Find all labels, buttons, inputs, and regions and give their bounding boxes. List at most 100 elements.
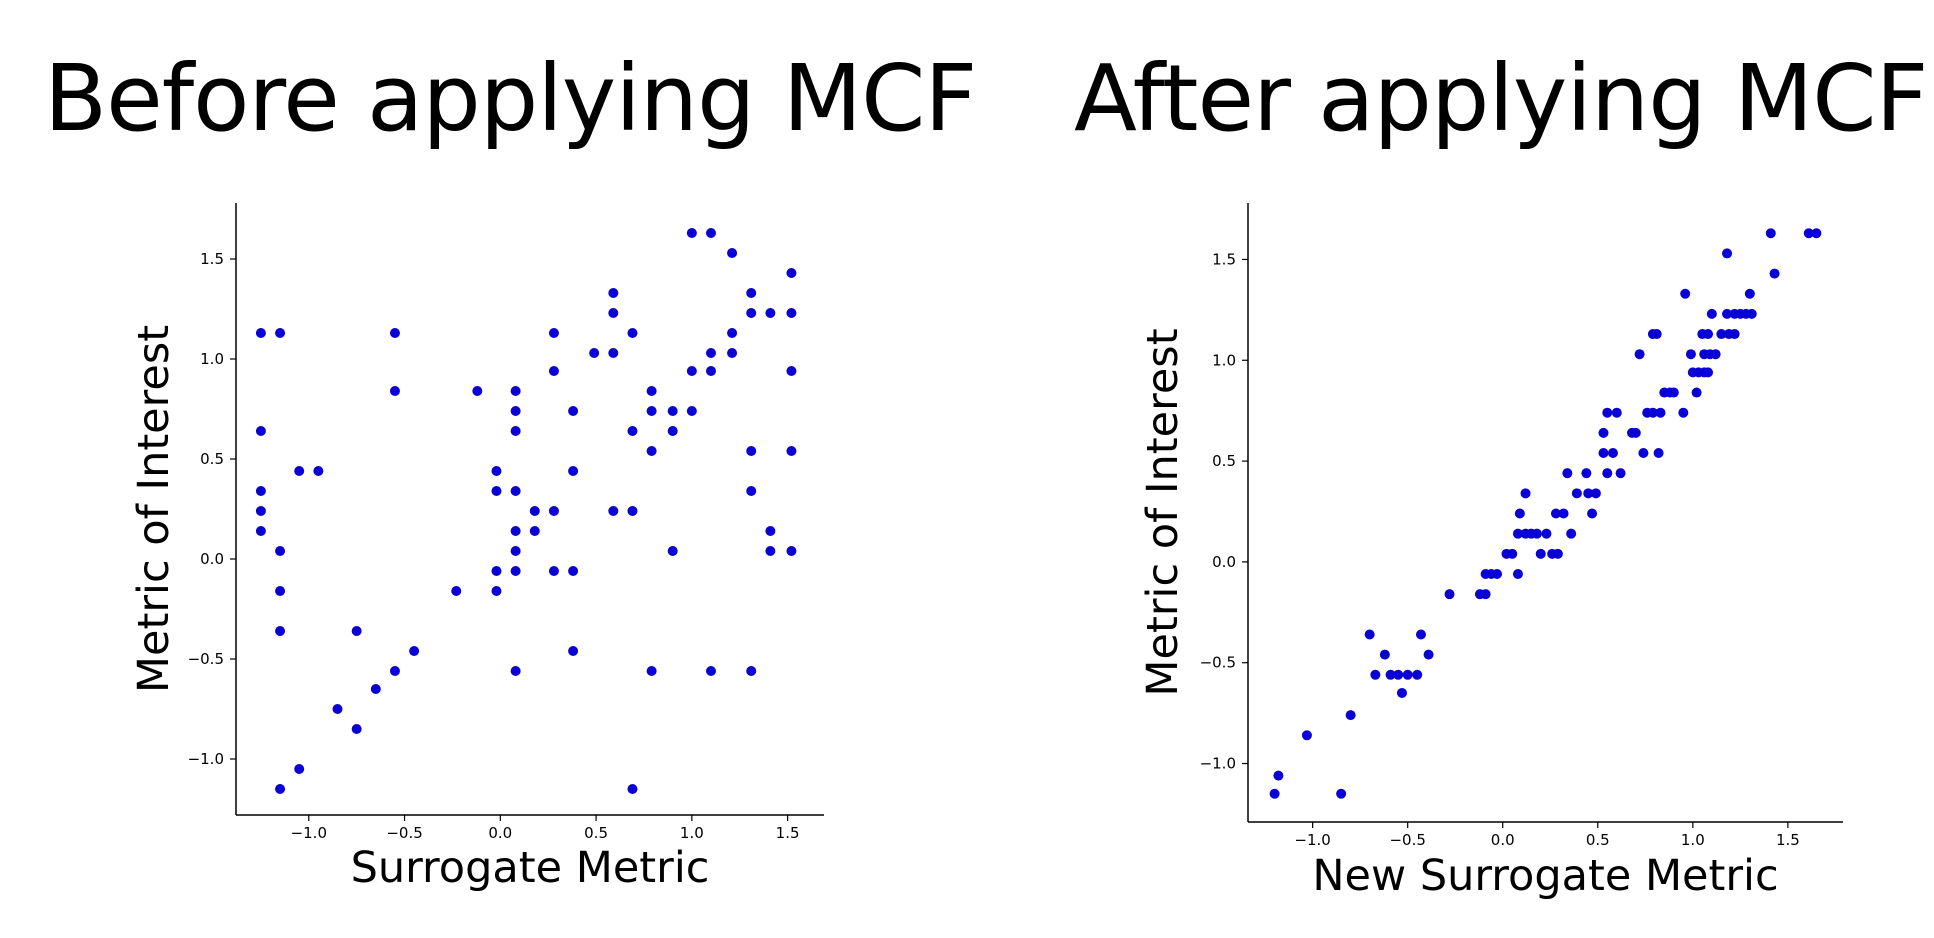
before-data-point	[568, 466, 579, 476]
before-data-point	[275, 784, 286, 794]
after-y-tick-label: −0.5	[1200, 654, 1236, 672]
after-data-point	[1531, 528, 1542, 539]
after-x-axis-title: New Surrogate Metric	[1312, 851, 1778, 901]
before-y-tick-label: 0.5	[200, 450, 224, 468]
after-data-point	[1415, 629, 1426, 640]
before-data-point	[491, 466, 502, 476]
before-data-point	[786, 366, 797, 376]
before-data-point	[608, 506, 619, 516]
before-data-point	[332, 704, 343, 714]
after-data-point	[1345, 710, 1356, 721]
after-data-point	[1703, 367, 1714, 378]
after-data-point	[1370, 669, 1381, 680]
after-data-point	[1385, 669, 1396, 680]
before-data-point	[608, 348, 619, 358]
after-data-point	[1598, 448, 1609, 459]
before-data-point	[627, 784, 638, 794]
after-data-point	[1811, 228, 1822, 239]
before-data-point	[727, 328, 738, 338]
after-data-point	[1691, 387, 1702, 398]
before-data-point	[294, 764, 305, 774]
before-data-point	[786, 446, 797, 456]
before-x-tick-label: 1.0	[680, 824, 704, 842]
before-data-point	[275, 328, 286, 338]
after-x-tick-label: 0.0	[1491, 831, 1515, 849]
after-data-point	[1655, 407, 1666, 418]
after-data-point	[1607, 448, 1618, 459]
before-data-point	[510, 426, 521, 436]
after-data-point	[1710, 349, 1721, 360]
after-data-point	[1615, 468, 1626, 479]
after-data-point	[1393, 669, 1404, 680]
before-data-point	[746, 308, 757, 318]
after-data-point	[1512, 528, 1523, 539]
before-data-point	[646, 406, 657, 416]
before-data-point	[727, 348, 738, 358]
after-data-point	[1638, 448, 1649, 459]
before-data-point	[510, 526, 521, 536]
before-data-point	[491, 486, 502, 496]
before-data-point	[389, 386, 400, 396]
before-data-point	[686, 228, 697, 238]
before-data-point	[510, 406, 521, 416]
before-data-point	[705, 228, 716, 238]
before-data-point	[627, 426, 638, 436]
after-data-point	[1653, 448, 1664, 459]
after-data-point	[1541, 528, 1552, 539]
after-data-point	[1729, 329, 1740, 340]
after-data-point	[1668, 387, 1679, 398]
before-data-point	[627, 328, 638, 338]
after-data-point	[1507, 548, 1518, 559]
before-data-point	[255, 426, 266, 436]
before-data-point	[510, 486, 521, 496]
after-data-point	[1634, 349, 1645, 360]
before-data-point	[255, 506, 266, 516]
before-y-tick-label: −1.0	[188, 750, 224, 768]
before-data-point	[765, 546, 776, 556]
after-data-point	[1512, 568, 1523, 579]
before-data-point	[786, 308, 797, 318]
after-data-point	[1765, 228, 1776, 239]
after-data-point	[1444, 589, 1455, 600]
before-data-point	[608, 288, 619, 298]
before-data-point	[765, 526, 776, 536]
before-data-point	[608, 308, 619, 318]
before-data-point	[568, 646, 579, 656]
after-data-point	[1746, 308, 1757, 319]
after-data-point	[1492, 568, 1503, 579]
before-data-point	[705, 666, 716, 676]
before-data-point	[275, 546, 286, 556]
after-data-point	[1562, 468, 1573, 479]
before-data-point	[746, 446, 757, 456]
after-data-point	[1558, 508, 1569, 519]
before-data-point	[548, 566, 559, 576]
after-data-point	[1803, 228, 1814, 239]
before-data-point	[746, 666, 757, 676]
before-x-tick-label: 0.5	[584, 824, 608, 842]
before-x-axis-title: Surrogate Metric	[351, 843, 710, 893]
after-data-point	[1520, 488, 1531, 499]
before-data-point	[589, 348, 600, 358]
after-data-point	[1647, 407, 1658, 418]
before-data-point	[491, 566, 502, 576]
after-data-point	[1581, 468, 1592, 479]
before-data-point	[255, 486, 266, 496]
before-data-point	[786, 546, 797, 556]
after-data-point	[1301, 730, 1312, 741]
after-y-axis-title: Metric of Interest	[1138, 328, 1188, 696]
after-data-point	[1571, 488, 1582, 499]
before-data-point	[409, 646, 420, 656]
after-data-point	[1273, 770, 1284, 781]
after-data-point	[1716, 329, 1727, 340]
before-data-point	[646, 666, 657, 676]
before-x-tick-label: −0.5	[386, 824, 422, 842]
after-data-point	[1590, 488, 1601, 499]
before-x-tick-label: 1.5	[776, 824, 800, 842]
after-data-point	[1336, 788, 1347, 799]
after-data-point	[1706, 308, 1717, 319]
after-data-point	[1552, 548, 1563, 559]
before-data-point	[786, 268, 797, 278]
before-data-point	[646, 446, 657, 456]
after-y-tick-label: 1.0	[1212, 351, 1236, 369]
